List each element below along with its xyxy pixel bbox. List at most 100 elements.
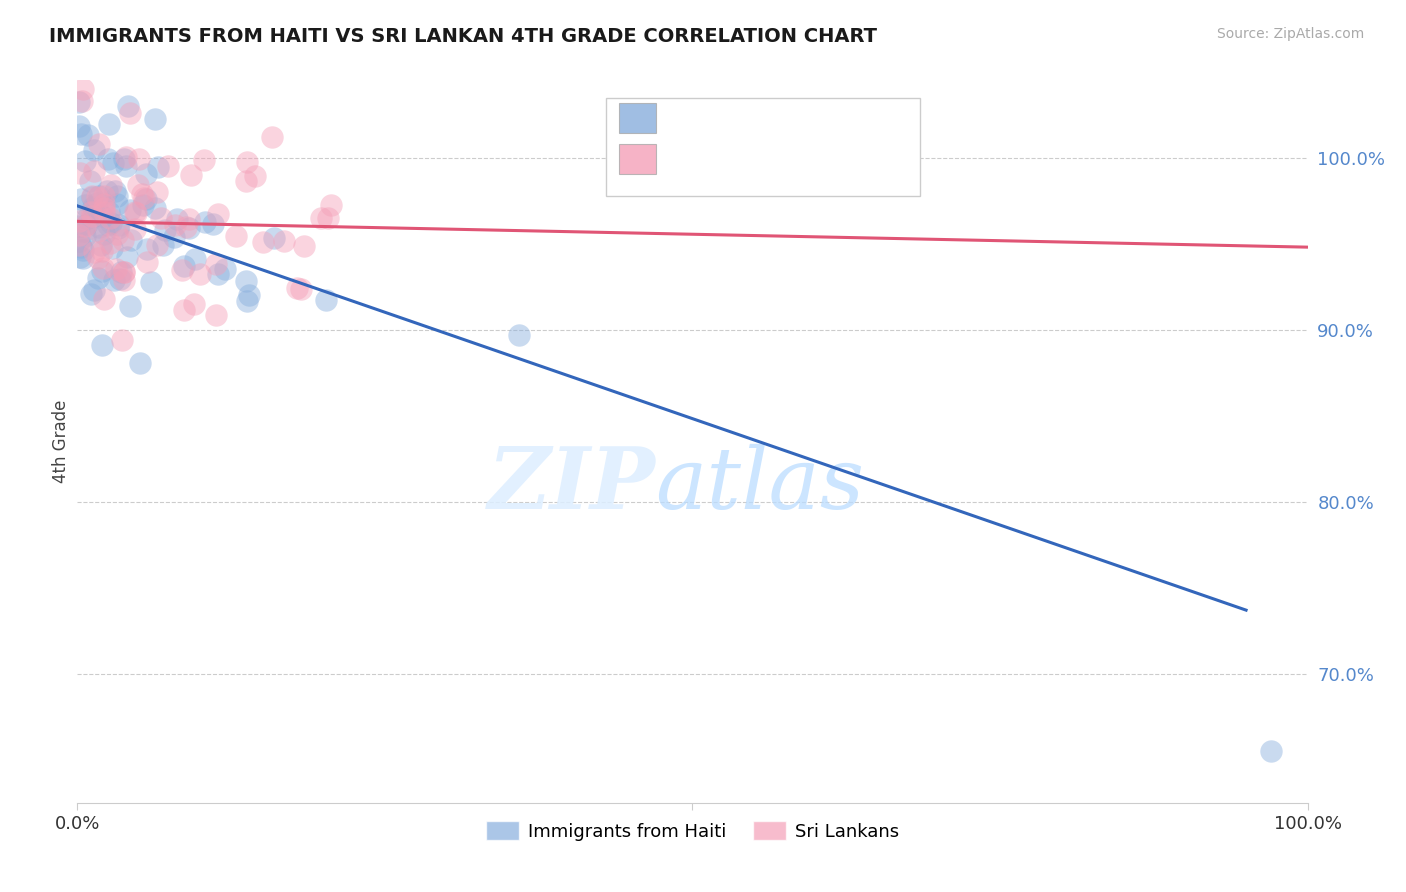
Point [207,207,229,221]
Text: R = -0.068   N = 72: R = -0.068 N = 72 [664,151,841,169]
Point [135,167,157,181]
Point [316,211,339,225]
Point [285,281,308,295]
Point [80,209,103,223]
Point [82,190,104,204]
Point [131,186,153,201]
Point [1260,744,1282,758]
Point [70,94,93,108]
Point [86,251,108,265]
Point [238,288,260,302]
Point [132,198,155,212]
Point [112,264,135,278]
Point [97,117,120,131]
Point [145,238,167,252]
Legend: Immigrants from Haiti, Sri Lankans: Immigrants from Haiti, Sri Lankans [479,814,905,848]
Point [155,223,177,237]
Point [67,219,90,234]
Point [156,159,179,173]
Point [128,152,150,166]
Point [69,166,91,180]
Point [69,119,91,133]
Point [69,192,91,206]
Point [73,197,96,211]
Point [179,211,201,226]
Point [82,188,104,202]
Point [146,160,169,174]
Point [72,243,94,257]
Point [79,287,101,301]
Point [86,224,108,238]
Point [111,333,134,347]
Point [91,260,114,275]
Point [72,251,94,265]
Point [103,273,125,287]
Point [273,234,295,248]
Point [184,252,207,266]
Point [76,128,98,142]
Point [136,255,159,269]
Point [173,259,195,273]
Point [194,215,217,229]
Point [108,219,131,233]
Point [100,178,122,192]
Point [105,189,128,203]
Point [309,211,332,225]
Point [120,233,142,247]
Point [124,205,146,219]
Point [252,235,274,249]
Point [114,150,136,164]
Point [152,237,174,252]
Point [292,239,315,253]
Point [70,128,93,142]
Point [86,190,108,204]
Point [80,205,103,219]
Point [112,153,135,167]
Point [262,130,284,145]
Point [117,99,139,113]
Point [93,196,115,211]
Point [508,327,530,342]
Point [70,240,93,254]
Point [101,241,124,255]
Point [146,186,169,200]
Point [125,206,148,220]
Point [67,234,90,248]
Point [104,184,127,198]
Point [114,159,136,173]
Point [76,211,98,226]
Point [127,178,149,192]
Point [96,184,118,198]
Point [89,189,111,203]
FancyBboxPatch shape [619,144,655,174]
Point [205,257,228,271]
Point [90,264,112,278]
Point [80,211,103,225]
Point [67,95,90,109]
Point [134,191,156,205]
Point [207,267,229,281]
Point [86,196,108,211]
Point [235,294,257,309]
Point [143,112,166,127]
Text: R = -0.688   N = 83: R = -0.688 N = 83 [664,108,841,126]
Point [129,356,152,370]
Point [174,219,197,234]
Point [163,218,186,232]
Point [321,198,343,212]
Point [107,221,129,235]
FancyBboxPatch shape [619,103,655,133]
Point [93,292,115,306]
Point [315,293,337,308]
Text: atlas: atlas [655,443,865,526]
Point [235,274,257,288]
Point [183,297,205,311]
Point [87,219,110,234]
Point [110,264,132,278]
Point [124,221,146,235]
Point [83,144,105,158]
Point [79,174,101,188]
Point [93,227,115,241]
Point [263,231,285,245]
Point [105,196,128,211]
